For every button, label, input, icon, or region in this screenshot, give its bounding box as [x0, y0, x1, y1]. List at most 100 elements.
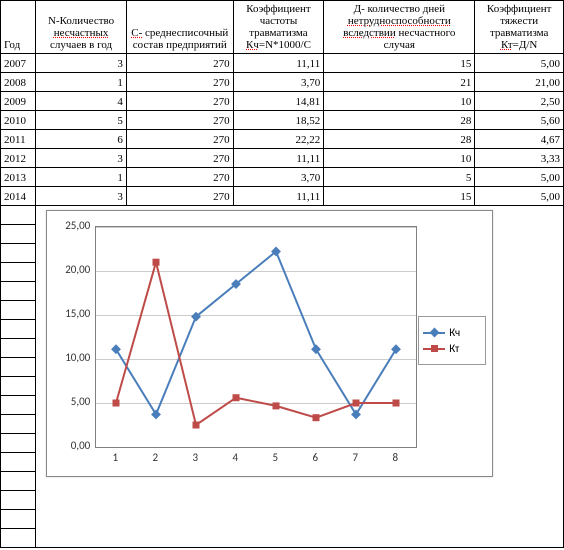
cell: 2013 — [1, 168, 36, 187]
legend-item: Кч — [423, 326, 481, 339]
cell: 1 — [36, 168, 127, 187]
cell: 270 — [126, 111, 233, 130]
y-axis-label: 0,00 — [50, 439, 90, 452]
table-row: 201312703,7055,00 — [1, 168, 564, 187]
cell: 10 — [324, 92, 475, 111]
cell: 11,11 — [233, 187, 324, 206]
cell: 1 — [36, 73, 127, 92]
column-header: С- среднесписочный состав предприятий — [126, 1, 233, 54]
empty-cell — [1, 225, 36, 244]
cell: 4,67 — [475, 130, 564, 149]
series-marker — [391, 344, 401, 354]
cell: 3 — [36, 149, 127, 168]
y-axis-label: 25,00 — [50, 219, 90, 232]
x-axis-label: 7 — [345, 451, 365, 464]
column-header: Коэффициент тяжести травматизма Кт=Д/N — [475, 1, 564, 54]
series-marker — [111, 344, 121, 354]
series-marker — [311, 344, 321, 354]
cell: 2014 — [1, 187, 36, 206]
cell: 3 — [36, 187, 127, 206]
cell: 21,00 — [475, 73, 564, 92]
table-row: 2009427014,81102,50 — [1, 92, 564, 111]
table-row: 2007327011,11155,00 — [1, 54, 564, 73]
series-marker — [393, 400, 400, 407]
empty-cell — [1, 244, 36, 263]
series-marker — [353, 400, 360, 407]
series-marker — [151, 409, 161, 419]
empty-cell — [1, 301, 36, 320]
cell: 2010 — [1, 111, 36, 130]
empty-cell — [1, 472, 36, 491]
cell: 21 — [324, 73, 475, 92]
cell: 5 — [324, 168, 475, 187]
series-marker — [233, 394, 240, 401]
cell: 5,00 — [475, 168, 564, 187]
data-table: ГодN-Количество несчастных случаев в год… — [0, 0, 564, 548]
x-axis-label: 6 — [305, 451, 325, 464]
x-axis-label: 3 — [185, 451, 205, 464]
chart-legend: Кч Кт — [418, 316, 486, 365]
cell: 3 — [36, 54, 127, 73]
column-header: N-Количество несчастных случаев в год — [36, 1, 127, 54]
x-axis-label: 8 — [385, 451, 405, 464]
empty-cell — [1, 529, 36, 548]
cell: 270 — [126, 187, 233, 206]
cell: 3,33 — [475, 149, 564, 168]
cell: 22,22 — [233, 130, 324, 149]
cell: 2008 — [1, 73, 36, 92]
series-marker — [351, 409, 361, 419]
y-axis-label: 5,00 — [50, 395, 90, 408]
cell: 270 — [126, 168, 233, 187]
table-row: 2014327011,11155,00 — [1, 187, 564, 206]
cell: 270 — [126, 54, 233, 73]
empty-cell — [1, 510, 36, 529]
legend-label: Кч — [449, 326, 460, 339]
x-axis-label: 1 — [105, 451, 125, 464]
series-line — [116, 251, 396, 414]
cell: 2012 — [1, 149, 36, 168]
cell: 5 — [36, 111, 127, 130]
empty-cell — [1, 415, 36, 434]
empty-cell — [1, 320, 36, 339]
cell: 5,00 — [475, 187, 564, 206]
y-axis-label: 10,00 — [50, 351, 90, 364]
cell: 15 — [324, 187, 475, 206]
cell: 3,70 — [233, 168, 324, 187]
cell: 270 — [126, 92, 233, 111]
column-header: Год — [1, 1, 36, 54]
y-axis-label: 15,00 — [50, 307, 90, 320]
series-marker — [193, 422, 200, 429]
series-marker — [113, 400, 120, 407]
cell: 2,50 — [475, 92, 564, 111]
x-axis-label: 4 — [225, 451, 245, 464]
cell: 4 — [36, 92, 127, 111]
empty-cell — [1, 263, 36, 282]
cell: 10 — [324, 149, 475, 168]
table-row: 200812703,702121,00 — [1, 73, 564, 92]
cell: 28 — [324, 111, 475, 130]
empty-cell — [1, 206, 36, 225]
empty-cell — [1, 453, 36, 472]
table-row: 2012327011,11103,33 — [1, 149, 564, 168]
cell: 28 — [324, 130, 475, 149]
cell: 15 — [324, 54, 475, 73]
empty-cell — [1, 396, 36, 415]
cell: 2007 — [1, 54, 36, 73]
cell: 2009 — [1, 92, 36, 111]
cell: 270 — [126, 73, 233, 92]
chart-cell: 0,005,0010,0015,0020,0025,0012345678КчКт — [36, 206, 564, 548]
cell: 3,70 — [233, 73, 324, 92]
cell: 5,60 — [475, 111, 564, 130]
empty-cell — [1, 358, 36, 377]
cell: 2011 — [1, 130, 36, 149]
series-marker — [273, 402, 280, 409]
cell: 270 — [126, 130, 233, 149]
legend-label: Кт — [449, 342, 459, 355]
empty-cell — [1, 491, 36, 510]
cell: 6 — [36, 130, 127, 149]
table-row: 2010527018,52285,60 — [1, 111, 564, 130]
series-marker — [153, 259, 160, 266]
empty-cell — [1, 434, 36, 453]
column-header: Д- количество дней нетрудноспособности в… — [324, 1, 475, 54]
empty-cell — [1, 339, 36, 358]
